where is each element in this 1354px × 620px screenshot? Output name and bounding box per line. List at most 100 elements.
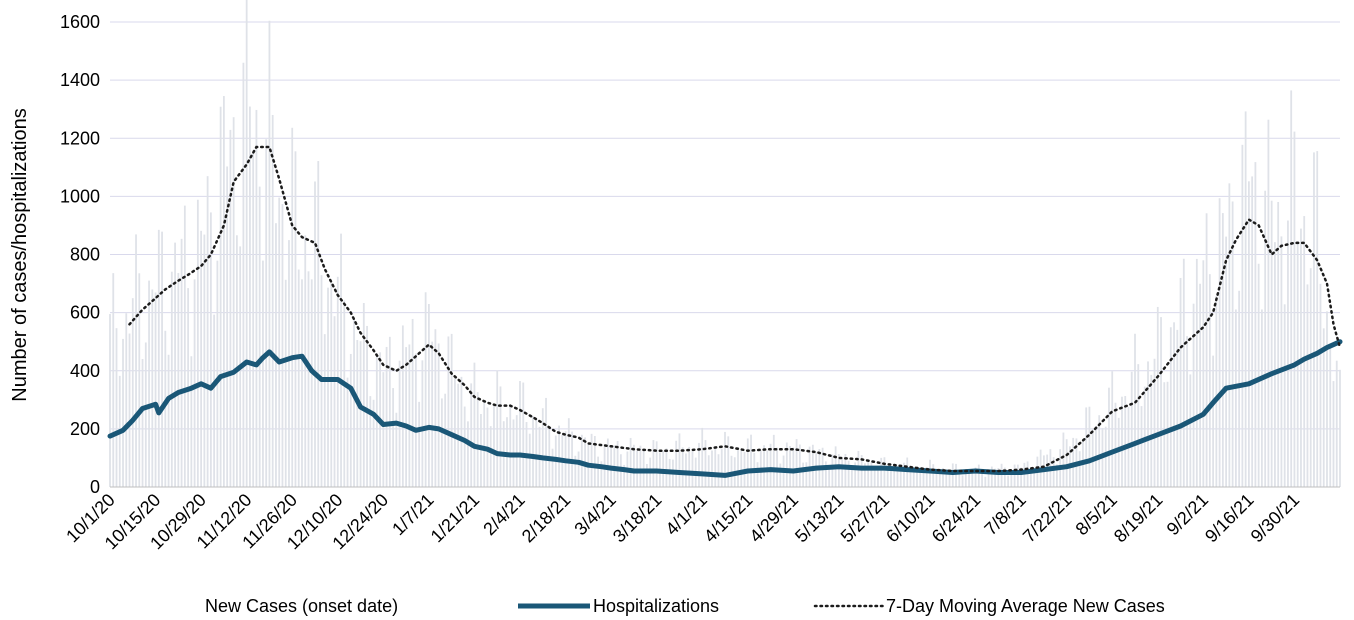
new-cases-bar xyxy=(138,273,141,487)
new-cases-bar xyxy=(427,304,430,487)
new-cases-bar xyxy=(893,465,896,487)
new-cases-bar xyxy=(372,399,375,487)
new-cases-bar xyxy=(1251,176,1254,488)
new-cases-bar xyxy=(441,398,443,487)
new-cases-bar xyxy=(984,476,987,487)
new-cases-bar xyxy=(1111,371,1114,487)
new-cases-bar xyxy=(646,463,648,487)
new-cases-bar xyxy=(1257,263,1260,487)
new-cases-bar xyxy=(691,451,694,487)
new-cases-bar xyxy=(252,150,255,487)
new-cases-bar xyxy=(1098,415,1101,487)
new-cases-bar xyxy=(860,455,863,487)
new-cases-bar xyxy=(1280,236,1283,487)
new-cases-bar xyxy=(1020,467,1023,487)
y-tick-label: 1400 xyxy=(60,70,100,90)
gridlines xyxy=(110,21,1340,430)
new-cases-bar xyxy=(151,289,154,487)
new-cases-bar xyxy=(903,462,905,487)
new-cases-bar xyxy=(392,388,394,487)
new-cases-bar xyxy=(1195,258,1198,487)
new-cases-bar xyxy=(730,455,733,487)
new-cases-bar xyxy=(805,462,808,487)
new-cases-bar xyxy=(388,336,391,487)
new-cases-bar xyxy=(1261,309,1263,487)
new-cases-bar xyxy=(229,129,232,487)
new-cases-bar xyxy=(314,181,316,488)
new-cases-bar xyxy=(994,468,996,487)
x-tick-label: 9/16/21 xyxy=(1201,490,1258,547)
new-cases-bar xyxy=(369,396,372,487)
new-cases-bar xyxy=(141,359,144,487)
new-cases-bar xyxy=(395,412,398,487)
new-cases-bar xyxy=(200,230,203,487)
new-cases-bar xyxy=(675,440,678,487)
new-cases-bar xyxy=(421,360,424,487)
new-cases-bar xyxy=(896,469,899,487)
new-cases-bar xyxy=(434,329,437,487)
x-tick-label: 6/24/21 xyxy=(928,490,985,547)
new-cases-bar xyxy=(242,62,245,488)
new-cases-bar xyxy=(206,176,209,487)
new-cases-bar xyxy=(1277,201,1280,487)
new-cases-bar xyxy=(473,362,476,487)
new-cases-bar xyxy=(785,442,788,487)
new-cases-bar xyxy=(632,444,635,487)
new-cases-bar xyxy=(327,287,329,487)
new-cases-bar xyxy=(701,427,704,487)
new-cases-bar xyxy=(655,441,658,487)
new-cases-bar xyxy=(906,457,909,487)
new-cases-bar xyxy=(1143,386,1146,487)
new-cases-bar xyxy=(310,279,313,487)
new-cases-bar xyxy=(294,151,297,487)
new-cases-bar xyxy=(183,205,186,487)
new-cases-bar xyxy=(1013,464,1016,487)
new-cases-bar xyxy=(1335,360,1338,487)
new-cases-bar xyxy=(1189,374,1192,487)
new-cases-bar xyxy=(1147,361,1149,487)
new-cases-bar xyxy=(1293,131,1296,487)
y-axis-ticks: 0 200 400 600 800 1000 1200 1400 1600 xyxy=(60,12,100,497)
new-cases-bar xyxy=(288,240,290,487)
new-cases-bar xyxy=(704,440,707,487)
new-cases-bar xyxy=(851,469,853,487)
new-cases-bar xyxy=(997,468,1000,487)
new-cases-bar xyxy=(652,440,655,487)
new-cases-bar xyxy=(1140,406,1143,487)
x-tick-label: 8/19/21 xyxy=(1110,490,1167,547)
new-cases-bar xyxy=(925,466,928,487)
new-cases-bar xyxy=(1208,274,1211,487)
new-cases-bar xyxy=(844,453,847,487)
new-cases-bar xyxy=(1088,406,1091,487)
new-cases-bar xyxy=(161,231,163,487)
new-cases-bar xyxy=(600,461,603,487)
new-cases-bar xyxy=(1010,472,1013,487)
new-cases-bar xyxy=(489,426,492,487)
new-cases-bar xyxy=(190,356,193,487)
new-cases-bar xyxy=(1078,451,1081,487)
new-cases-bar xyxy=(606,438,609,487)
new-cases-bar xyxy=(196,199,199,487)
new-cases-bar xyxy=(890,468,892,487)
new-cases-bar xyxy=(405,347,408,487)
new-cases-bar xyxy=(1156,306,1159,487)
new-cases-bar xyxy=(346,377,349,487)
new-cases-bar xyxy=(1026,461,1029,487)
new-cases-bar xyxy=(951,463,954,487)
new-cases-bar xyxy=(948,469,951,487)
new-cases-bar xyxy=(968,469,970,487)
new-cases-bar xyxy=(444,393,447,487)
new-cases-bar xyxy=(343,300,346,487)
new-cases-bar xyxy=(232,117,235,487)
new-cases-bar xyxy=(877,468,879,487)
new-cases-bar xyxy=(515,415,518,487)
new-cases-bar xyxy=(226,166,229,487)
new-cases-bar xyxy=(1052,457,1055,487)
new-cases-bar xyxy=(1247,181,1250,487)
new-cases-bar xyxy=(1192,303,1195,487)
new-cases-bar xyxy=(883,457,886,487)
new-cases-bar xyxy=(1182,258,1185,487)
new-cases-bar xyxy=(1234,309,1237,487)
legend-item-hospitalizations: Hospitalizations xyxy=(518,596,719,616)
new-cases-bar xyxy=(454,376,456,487)
